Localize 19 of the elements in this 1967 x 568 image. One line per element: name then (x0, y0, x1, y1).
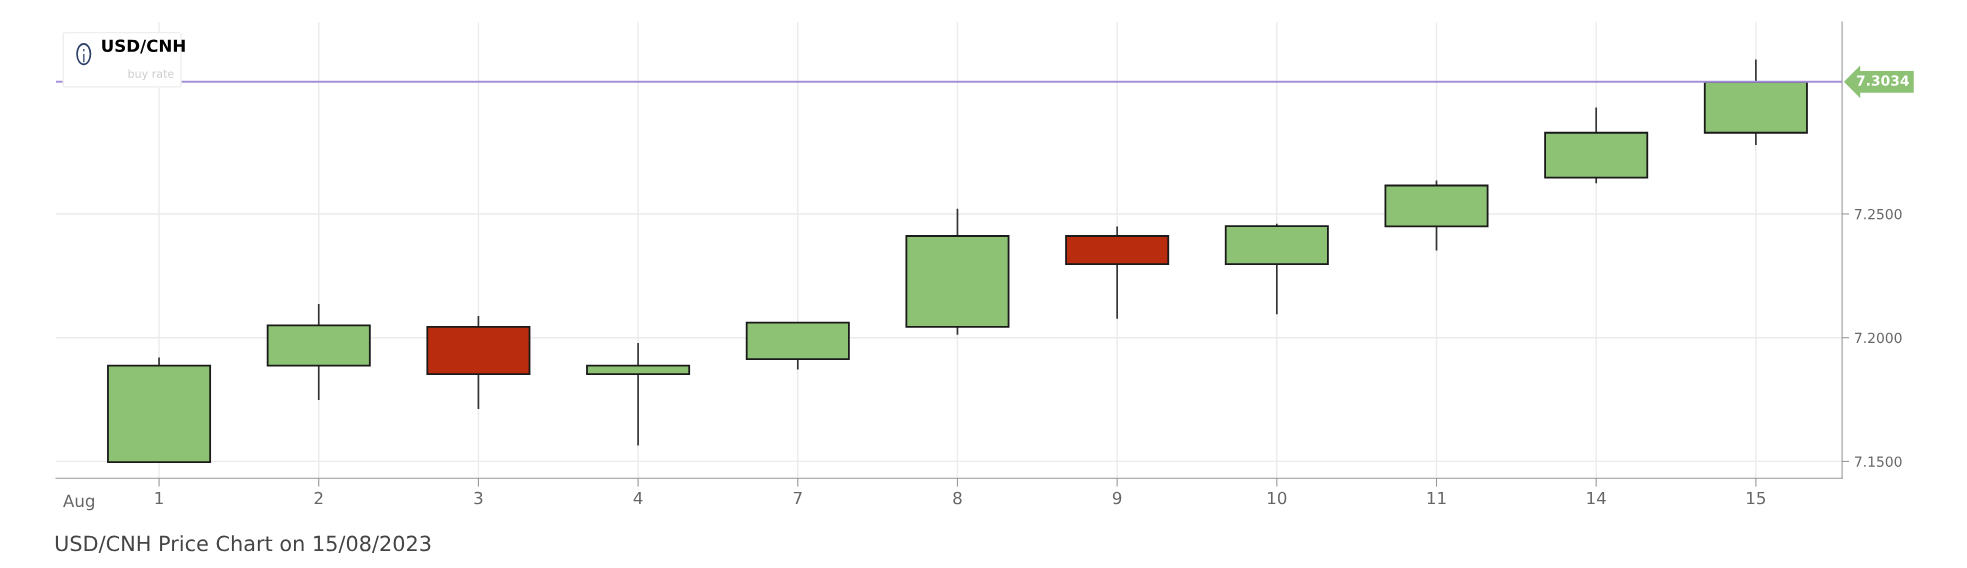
x-tick-label: 7 (793, 491, 802, 505)
x-tick-label: 14 (1587, 491, 1606, 505)
ref-line-label: 7.3034 (1856, 75, 1909, 86)
y-tick-label: 7.1500 (1855, 456, 1902, 467)
x-tick-label: 11 (1427, 491, 1446, 505)
x-tick-label: 10 (1268, 491, 1287, 505)
candlestick (586, 342, 691, 447)
y-tick-label: 7.2000 (1855, 332, 1902, 344)
x-tick-label: 4 (633, 491, 643, 505)
x-tick-label: 1 (155, 491, 163, 505)
x-tick-label: 8 (953, 491, 962, 505)
y-tick-label: 7.2500 (1855, 208, 1902, 220)
text: Aug (63, 494, 94, 511)
x-tick-label: 15 (1747, 491, 1766, 505)
x-tick-label: 2 (314, 491, 323, 505)
x-tick-label: 9 (1112, 491, 1122, 505)
text: USD/CNH Price Chart on 15/08/2023 (55, 535, 431, 553)
x-tick-label: 3 (474, 491, 483, 505)
text: USD/CNH (102, 39, 185, 54)
